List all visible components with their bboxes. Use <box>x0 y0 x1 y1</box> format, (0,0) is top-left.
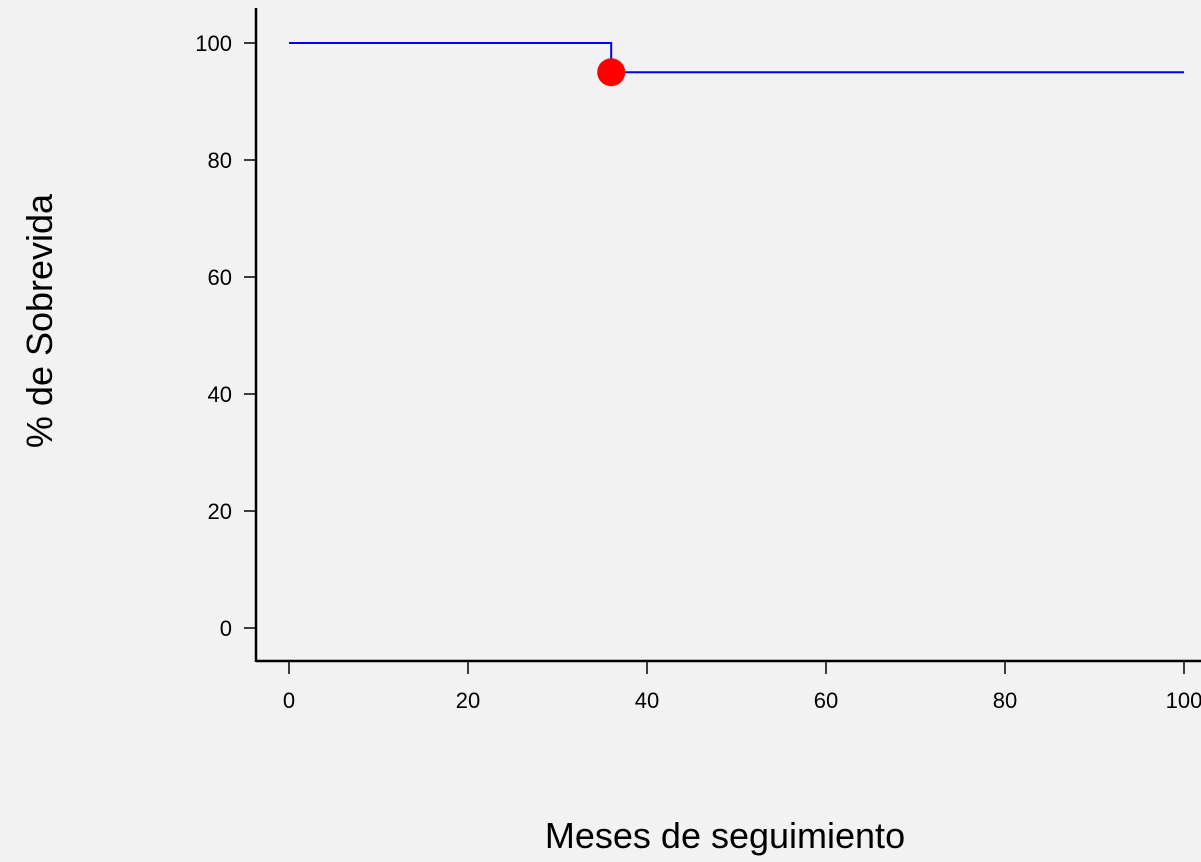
y-axis-ticks: 0 20 40 60 80 100 <box>195 31 256 641</box>
y-tick-label: 60 <box>208 265 232 290</box>
y-tick-label: 20 <box>208 499 232 524</box>
x-tick-label: 80 <box>993 688 1017 713</box>
x-tick-label: 0 <box>283 688 295 713</box>
event-marker <box>597 58 626 87</box>
x-axis-ticks: 0 20 40 60 80 100 <box>283 661 1201 713</box>
x-tick-label: 40 <box>635 688 659 713</box>
x-axis-title: Meses de seguimiento <box>545 815 905 856</box>
y-tick-label: 100 <box>195 31 232 56</box>
y-axis-title: % de Sobrevida <box>19 193 60 448</box>
y-tick-label: 0 <box>220 616 232 641</box>
x-tick-label: 60 <box>814 688 838 713</box>
x-tick-label: 100 <box>1166 688 1201 713</box>
y-tick-label: 80 <box>208 148 232 173</box>
x-tick-label: 20 <box>456 688 480 713</box>
marker-layer <box>597 58 626 87</box>
y-tick-label: 40 <box>208 382 232 407</box>
survival-step-line <box>289 42 1184 74</box>
series-layer <box>289 42 1184 74</box>
